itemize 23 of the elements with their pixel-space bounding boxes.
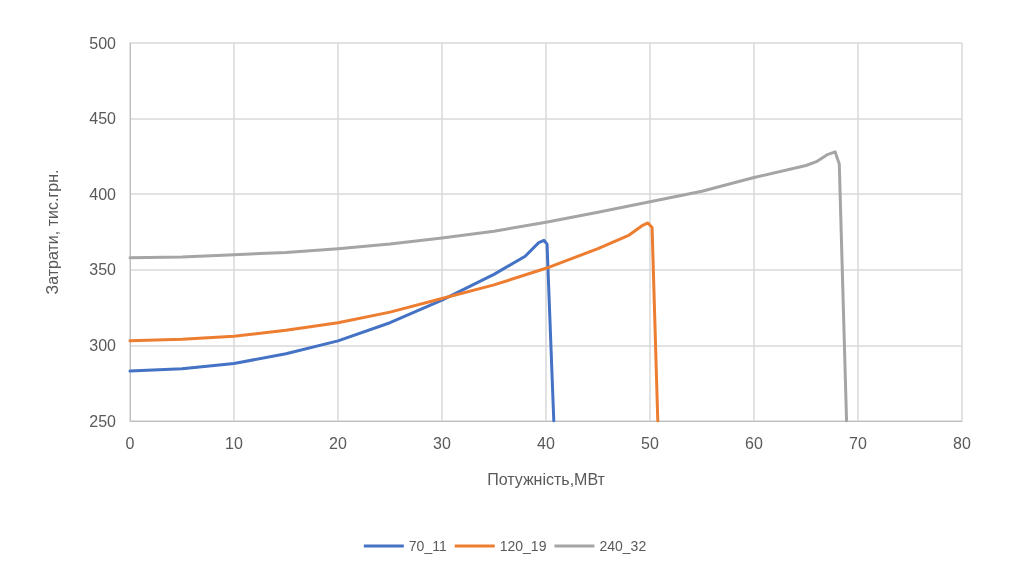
x-tick-label: 40 [537, 434, 555, 452]
line-series [128, 238, 556, 423]
x-tick-label: 70 [849, 434, 867, 452]
x-axis-title: Потужність,МВт [487, 470, 606, 488]
x-tick-label: 0 [125, 434, 135, 452]
line-series [128, 221, 660, 423]
x-tick-label: 10 [225, 434, 243, 452]
x-tick-label: 80 [953, 434, 971, 452]
legend-label: 70_11 [408, 538, 447, 554]
line-series [128, 150, 849, 423]
y-tick-label: 350 [89, 261, 117, 279]
legend-label: 240_32 [599, 538, 647, 554]
x-tick-label: 20 [329, 434, 347, 452]
y-tick-label: 400 [89, 185, 117, 203]
y-tick-label: 250 [89, 412, 117, 430]
y-tick-label: 500 [89, 34, 117, 52]
y-tick-label: 300 [89, 336, 117, 354]
y-tick-label: 450 [89, 110, 117, 128]
x-tick-label: 60 [745, 434, 763, 452]
x-tick-label: 50 [641, 434, 659, 452]
y-axis-title: Затрати, тис.грн. [43, 169, 61, 295]
x-tick-label: 30 [433, 434, 451, 452]
legend-label: 120_19 [499, 538, 547, 554]
